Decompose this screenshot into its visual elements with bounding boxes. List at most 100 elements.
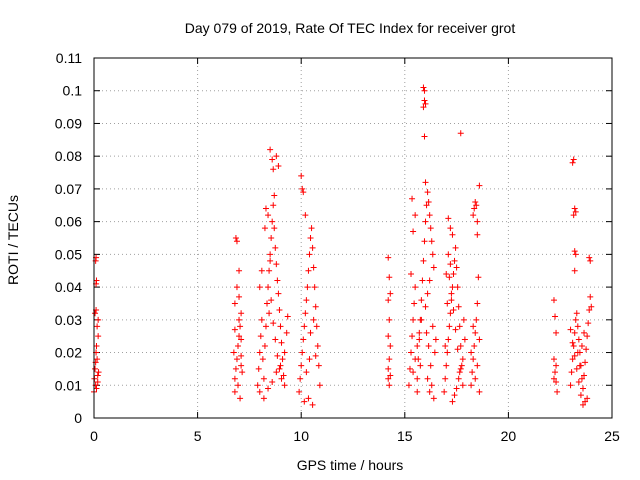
data-point (94, 356, 101, 363)
data-point (275, 290, 282, 297)
data-point (474, 362, 481, 369)
data-point (231, 375, 238, 382)
data-point (456, 369, 463, 376)
data-point (410, 369, 417, 376)
data-point (414, 388, 421, 395)
data-point (473, 202, 480, 209)
data-point (457, 130, 464, 137)
data-point (232, 365, 239, 372)
data-point (386, 316, 393, 323)
data-point (429, 323, 436, 330)
data-point (422, 179, 429, 186)
data-point (412, 356, 419, 363)
data-point (454, 284, 461, 291)
data-point (305, 395, 312, 402)
data-point (385, 375, 392, 382)
data-point (432, 336, 439, 343)
x-tick-label: 5 (194, 428, 202, 444)
data-point (315, 362, 322, 369)
data-point (588, 303, 595, 310)
data-point (260, 395, 267, 402)
data-point (270, 202, 277, 209)
data-point (571, 352, 578, 359)
data-point (423, 329, 430, 336)
data-point (236, 267, 243, 274)
data-point (303, 297, 310, 304)
data-point (94, 379, 101, 385)
data-point (586, 254, 593, 261)
data-point (387, 290, 394, 297)
data-point (428, 382, 435, 389)
data-point (426, 277, 433, 284)
data-point (447, 310, 454, 317)
data-point (423, 202, 430, 209)
data-point (235, 382, 242, 389)
data-point (256, 388, 263, 395)
data-point (310, 264, 317, 271)
data-point (569, 159, 576, 166)
data-point (446, 274, 453, 281)
x-axis-ticks: 0 5 10 15 20 25 (90, 58, 620, 444)
data-point (587, 293, 594, 300)
data-point (449, 231, 456, 238)
data-point (273, 261, 280, 268)
data-point (421, 238, 428, 245)
data-point (255, 365, 262, 372)
data-point (273, 153, 280, 160)
data-point (412, 284, 419, 291)
data-point (443, 271, 450, 277)
data-point (569, 339, 576, 346)
data-point (430, 395, 437, 402)
data-point (94, 323, 101, 330)
data-point (92, 310, 99, 317)
data-point (238, 336, 245, 343)
data-point (267, 146, 274, 153)
data-point (571, 248, 578, 255)
data-point (387, 343, 394, 349)
data-point (298, 172, 305, 179)
data-point (314, 343, 321, 349)
data-point (571, 329, 578, 336)
data-point (474, 218, 481, 225)
data-point (412, 212, 419, 219)
data-point (430, 264, 437, 271)
data-point (582, 359, 589, 366)
data-point (458, 362, 465, 369)
data-point (387, 372, 394, 379)
y-tick-label: 0.03 (55, 312, 82, 328)
data-point (301, 323, 308, 330)
data-point (456, 323, 463, 330)
data-point (92, 365, 99, 372)
plot-frame (93, 57, 613, 419)
y-tick-label: 0.06 (55, 214, 82, 230)
data-point (409, 333, 416, 340)
data-point (424, 189, 431, 196)
data-point (268, 297, 275, 304)
data-point (572, 251, 579, 258)
data-point (451, 257, 458, 264)
y-tick-label: 0.1 (63, 83, 83, 99)
data-point (258, 316, 265, 323)
data-point (299, 349, 306, 356)
data-point (471, 343, 478, 349)
data-point (578, 375, 585, 382)
data-point (428, 238, 435, 245)
data-point (457, 365, 464, 372)
data-point (446, 323, 453, 330)
data-point (455, 303, 462, 310)
data-point (426, 388, 433, 395)
data-point (573, 310, 580, 317)
data-point (262, 323, 269, 330)
x-tick-label: 20 (501, 428, 517, 444)
data-point (441, 388, 448, 395)
data-point (306, 251, 313, 258)
data-point (571, 205, 578, 212)
data-point (448, 297, 455, 304)
data-point (95, 333, 102, 340)
data-point (313, 323, 320, 330)
data-point (475, 274, 482, 281)
data-point (575, 379, 582, 385)
data-point (271, 192, 278, 199)
data-point (424, 290, 431, 297)
data-point (385, 365, 392, 372)
